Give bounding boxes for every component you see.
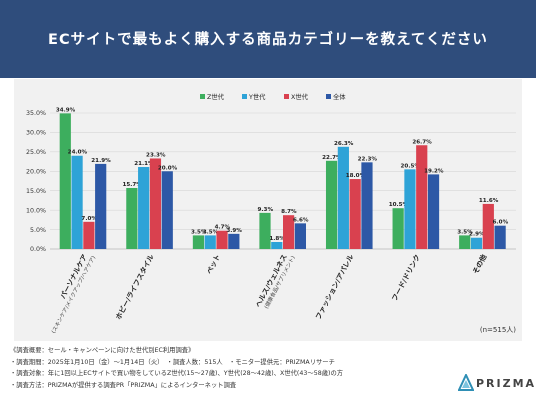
bar [283,215,295,249]
y-tick-label: 35.0% [26,110,46,117]
bar [228,233,240,249]
legend-label: X世代 [291,92,309,101]
bar [294,223,306,249]
y-tick-label: 15.0% [26,188,46,195]
header-banner: ECサイトで最もよく購入する商品カテゴリーを教えてください [0,0,536,78]
data-label: 4.7% [215,225,231,231]
data-label: 3.9% [226,228,242,234]
bar [337,146,349,249]
chart-title: ECサイトで最もよく購入する商品カテゴリーを教えてください [48,32,488,48]
data-label: 18.0% [346,173,366,179]
data-label: 6.0% [493,220,509,226]
bar [161,171,173,249]
bar [204,235,216,249]
bar [494,225,506,249]
data-label: 7.0% [81,216,97,222]
data-label: 3.5% [203,229,219,235]
y-tick-label: 10.0% [26,207,46,214]
bar [192,235,205,249]
data-label: 3.5% [191,229,207,235]
data-label: 20.5% [401,163,421,169]
category-sub-label: (スキンケア/メイクアップ/ヘアケア) [50,255,97,335]
bar [470,237,483,249]
legend-label: Y世代 [248,92,266,101]
footer-line: ・調査対象：年に1回以上ECサイトで買い物をしているZ世代(15〜27歳)、Y世… [10,370,344,377]
legend-label: Z世代 [207,92,225,101]
bar [349,179,361,249]
data-label: 21.9% [91,158,111,164]
bar [149,158,162,249]
footer-line: 《調査概要：セール・キャンペーンに向けた世代別EC利用調査》 [10,347,195,354]
bar [259,212,271,249]
data-label: 22.7% [322,155,342,161]
y-tick-label: 25.0% [26,149,46,156]
footer-line: ・調査期間：2025年1月10日（金）〜1月14日（火） ・調査人数：515人 … [10,358,335,366]
y-tick-label: 0.0% [30,246,46,253]
data-label: 3.5% [457,229,473,235]
data-label: 34.9% [56,107,76,113]
category-label: ホビー/ライフスタイル [114,253,156,321]
bar [95,163,107,249]
chart-panel: 0.0% 5.0% 10.0% 15.0% 20.0% 25.0% 30.0% 35.0% Z世… [14,79,522,341]
data-label: 6.6% [293,217,309,223]
legend-swatch [284,94,289,99]
category-label: フード/ドリンク [390,253,422,303]
sample-size-note: (n=515人) [480,326,516,334]
survey-footer: 《調査概要：セール・キャンペーンに向けた世代別EC利用調査》 ・調査期間：202… [10,345,450,391]
footer-line: ・調査方法：PRIZMAが提供する調査PR「PRIZMA」によるインターネット調… [10,381,237,389]
data-label: 2.9% [469,232,485,238]
bar [271,242,283,249]
prism-logo-icon [458,374,474,391]
data-label: 22.3% [358,156,378,162]
bar [392,208,404,249]
bar [416,145,428,249]
y-tick-label: 5.0% [30,227,46,234]
bar [138,167,150,249]
category-label: ファッション/アパレル [313,253,355,321]
data-label: 15.7% [122,182,142,188]
bar [216,230,228,249]
bar [83,221,95,249]
bar [459,235,471,249]
data-label: 24.0% [68,150,88,156]
bar [482,203,494,249]
data-label: 21.1% [134,161,154,167]
y-tick-label: 30.0% [26,130,46,137]
data-label: 1.8% [269,236,285,242]
logo-text: PRIZMA [476,377,536,390]
prizma-logo: PRIZMA [458,374,536,394]
data-label: 9.3% [258,207,274,213]
legend-label: 全体 [333,92,346,101]
bar [361,162,373,249]
bar [427,174,440,249]
category-label: ペット [205,253,222,275]
data-label: 11.6% [479,198,499,204]
bar [126,187,138,249]
data-label: 23.3% [146,152,166,158]
data-label: 19.2% [424,168,444,174]
legend-swatch [242,94,247,99]
data-label: 26.7% [412,139,432,145]
category-label: その他 [471,253,489,276]
legend-swatch [326,94,331,99]
bar [71,155,83,249]
data-label: 20.0% [158,165,178,171]
legend-swatch [200,94,205,99]
bar [325,160,338,249]
bar-chart: 0.0% 5.0% 10.0% 15.0% 20.0% 25.0% 30.0% 35.0% Z世… [26,92,516,335]
bar [59,113,71,249]
bar [404,169,416,249]
data-label: 26.3% [334,141,354,147]
data-label: 8.7% [281,209,297,215]
data-label: 10.5% [389,202,409,208]
y-tick-label: 20.0% [26,168,46,175]
